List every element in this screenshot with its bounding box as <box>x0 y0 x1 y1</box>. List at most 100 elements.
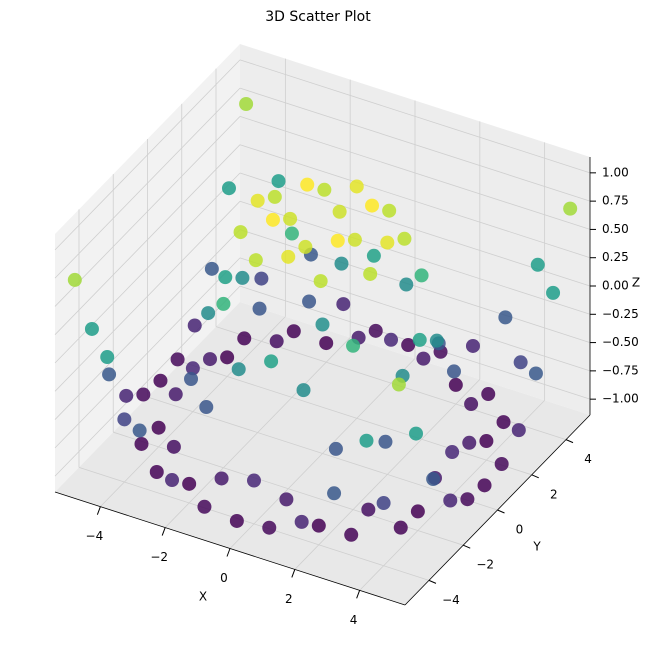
point <box>269 334 284 349</box>
point <box>365 198 380 213</box>
point <box>151 420 166 435</box>
z-tick-label: 0.25 <box>602 250 629 264</box>
y-tick <box>463 544 471 549</box>
point <box>399 277 414 292</box>
point <box>271 174 286 189</box>
z-axis-label: Z <box>632 276 640 290</box>
point <box>409 426 424 441</box>
point <box>401 338 416 353</box>
point <box>203 352 217 367</box>
y-tick <box>497 509 505 514</box>
x-axis-label: X <box>199 590 207 604</box>
point <box>528 366 543 381</box>
point <box>460 492 475 507</box>
point <box>319 336 334 351</box>
point <box>494 457 509 472</box>
point <box>231 362 246 377</box>
z-tick-label: −0.50 <box>602 335 639 349</box>
point <box>165 473 180 488</box>
point <box>216 296 231 311</box>
point <box>464 397 479 412</box>
point <box>563 201 578 216</box>
point <box>197 499 212 514</box>
z-tick-label: −0.25 <box>602 307 639 321</box>
grid-line <box>54 201 241 392</box>
point <box>250 193 265 208</box>
y-tick <box>565 439 574 444</box>
point <box>246 473 261 488</box>
point <box>102 367 117 382</box>
grid-line <box>54 116 241 307</box>
point <box>349 179 364 194</box>
point <box>237 331 252 346</box>
point <box>262 520 277 535</box>
point <box>254 271 269 286</box>
point <box>229 513 244 528</box>
point <box>462 435 477 450</box>
point <box>187 318 202 333</box>
point <box>281 249 296 264</box>
z-tick-label: 0.75 <box>602 194 629 208</box>
grid-line <box>239 257 591 372</box>
z-tick-label: 0.50 <box>602 222 629 236</box>
point <box>346 338 361 353</box>
point <box>382 203 397 218</box>
chart-title: 3D Scatter Plot <box>265 9 371 25</box>
point <box>182 476 197 491</box>
z-tick-label: −1.00 <box>602 392 639 406</box>
point <box>344 527 359 542</box>
point <box>132 423 147 438</box>
grid-line <box>54 229 241 420</box>
x-tick <box>356 590 361 599</box>
y-tick-label: −2 <box>476 558 494 572</box>
point <box>286 324 301 339</box>
point <box>513 355 528 370</box>
x-tick-label: 0 <box>220 571 228 585</box>
x-tick <box>96 506 101 515</box>
x-tick <box>161 527 166 536</box>
point <box>397 231 412 246</box>
point <box>496 415 511 430</box>
point <box>218 270 233 285</box>
grid-line <box>54 87 241 279</box>
point <box>336 297 351 312</box>
y-tick <box>428 579 437 584</box>
point <box>67 272 82 287</box>
point <box>239 96 254 111</box>
x-tick <box>291 569 296 578</box>
grid-line <box>239 59 591 174</box>
point <box>368 323 383 338</box>
z-tick-label: 1.00 <box>602 165 629 179</box>
point <box>248 253 263 268</box>
grid-line <box>147 396 498 511</box>
point <box>443 493 458 508</box>
point <box>84 321 99 336</box>
point <box>530 257 545 272</box>
point <box>477 478 492 493</box>
y-tick-label: 0 <box>516 523 524 537</box>
y-tick-label: 2 <box>550 487 558 501</box>
point <box>445 445 460 460</box>
point <box>347 232 362 247</box>
point <box>391 377 406 392</box>
point <box>184 371 199 386</box>
point <box>465 338 480 353</box>
point <box>479 434 494 449</box>
point <box>235 270 250 285</box>
grid-line <box>239 144 591 259</box>
point <box>265 212 280 227</box>
point <box>221 181 236 196</box>
point <box>136 387 151 402</box>
point <box>384 332 399 347</box>
point <box>363 266 378 281</box>
point <box>416 351 431 366</box>
point <box>153 373 168 388</box>
point <box>366 248 381 263</box>
grid-line <box>181 361 532 476</box>
grid-line <box>239 116 591 230</box>
y-tick <box>531 474 539 479</box>
z-tick-label: 0.00 <box>602 279 629 293</box>
grid-line <box>239 200 591 315</box>
point <box>376 496 391 511</box>
x-tick-label: 4 <box>350 613 358 627</box>
